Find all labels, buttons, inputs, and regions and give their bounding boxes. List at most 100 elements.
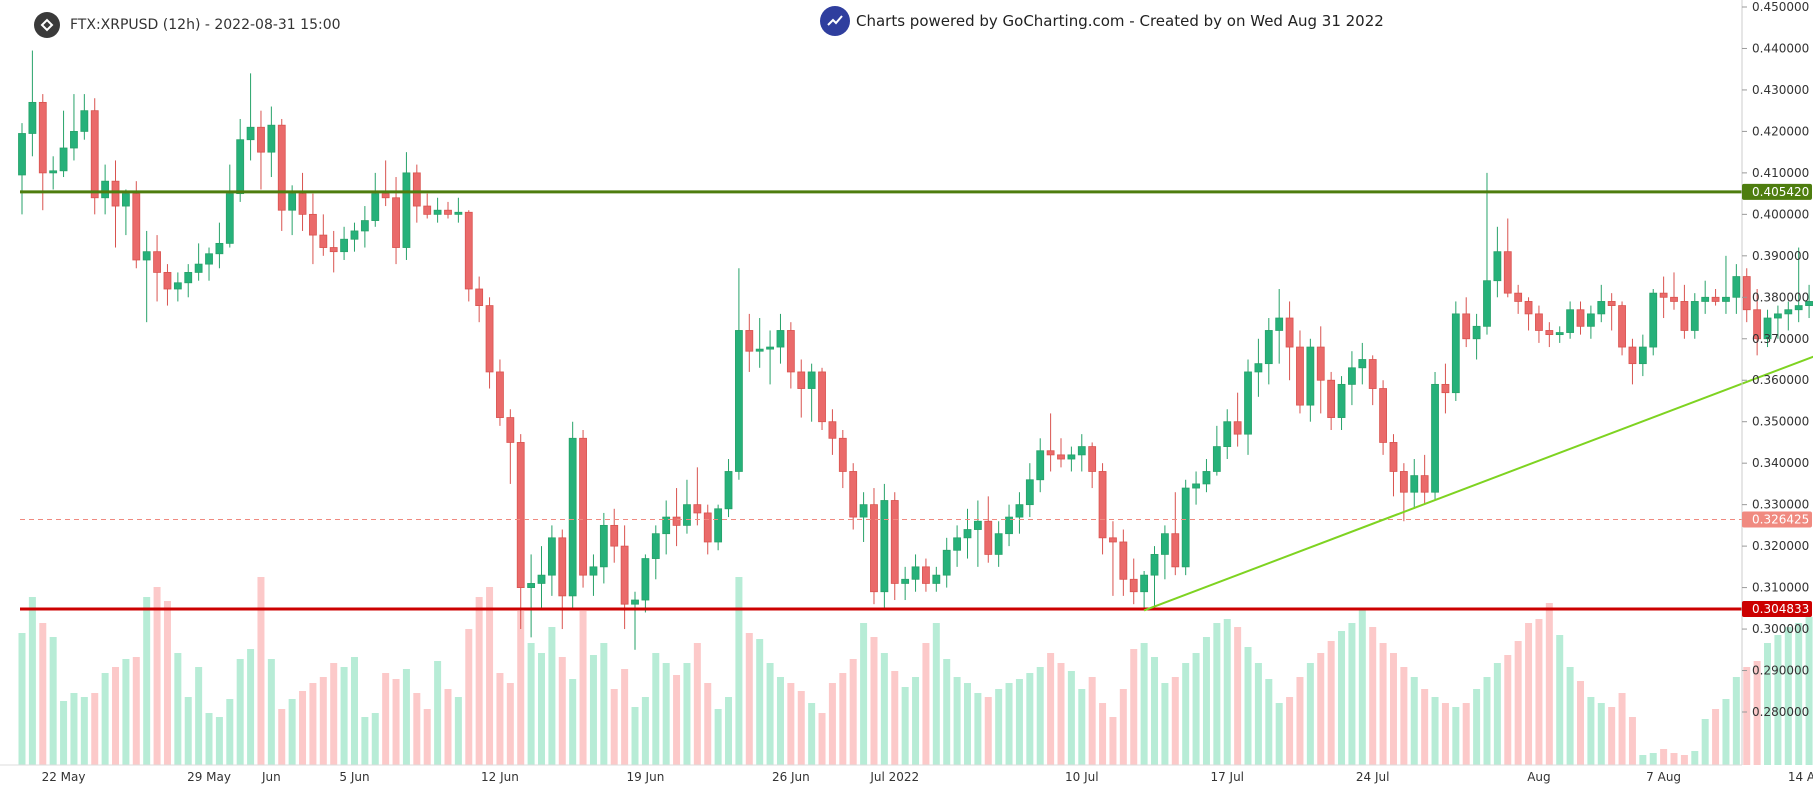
candle-body — [1659, 292, 1668, 298]
x-tick-label: Aug — [1527, 770, 1550, 784]
support-price-tag-bg — [1742, 601, 1812, 618]
volume-bar — [589, 655, 597, 765]
volume-bar — [91, 693, 99, 765]
volume-bar — [288, 699, 296, 765]
volume-bar — [1161, 683, 1169, 765]
candle-body — [1451, 313, 1460, 394]
volume-bar — [80, 697, 88, 765]
y-tick-label: 0.380000 — [1752, 290, 1809, 304]
candle-body — [1088, 446, 1097, 472]
volume-bar — [1784, 627, 1792, 765]
candle-body — [184, 272, 193, 284]
candle-body — [111, 180, 120, 207]
candle-body — [1296, 346, 1304, 406]
volume-bar — [621, 669, 629, 765]
volume-bar — [1577, 681, 1584, 765]
candle-body — [173, 282, 182, 290]
candle-body — [547, 537, 556, 576]
time-axis[interactable]: 22 May 29 May Jun 5 Jun 12 Jun 19 Jun 26 Jun Ju… — [0, 764, 1813, 790]
volume-bar — [963, 683, 971, 765]
volume-bar — [1182, 663, 1190, 765]
y-tick-label: 0.390000 — [1752, 249, 1809, 263]
volume-bar — [1608, 707, 1616, 765]
volume-bar — [1462, 703, 1470, 765]
volume-bar — [1691, 751, 1699, 765]
volume-bar — [714, 709, 722, 765]
volume-bar — [1223, 619, 1231, 765]
volume-bar — [101, 673, 109, 765]
volume-bar — [1296, 677, 1304, 765]
volume-bar — [496, 673, 504, 765]
volume-bar — [205, 713, 213, 765]
candle-body — [859, 504, 868, 518]
candle-body — [423, 205, 432, 215]
candle-body — [1732, 276, 1741, 298]
volume-bar — [319, 677, 327, 765]
volume-bar — [984, 697, 992, 765]
candle-body — [994, 533, 1003, 555]
volume-bar — [1192, 653, 1200, 765]
y-tick-label: 0.330000 — [1752, 498, 1809, 512]
price-axis[interactable]: 0.450000 0.440000 0.430000 0.420000 0.410000… — [1741, 0, 1812, 765]
volume-bar — [1099, 703, 1107, 765]
x-tick-label: 17 Jul — [1210, 770, 1244, 784]
volume-bar — [1213, 623, 1221, 765]
volume-bar — [1265, 679, 1273, 765]
volume-bar — [215, 717, 223, 765]
volume-bar — [787, 683, 795, 765]
volume-bar — [122, 659, 130, 765]
candle-body — [672, 516, 681, 526]
volume-bar — [247, 649, 255, 765]
candle-body — [1244, 371, 1252, 435]
candle-body — [412, 172, 421, 207]
volume-bar — [818, 713, 826, 765]
volume-bar — [475, 597, 483, 765]
candle-body — [745, 330, 754, 352]
candle-body — [80, 110, 89, 132]
candle-body — [1015, 504, 1024, 518]
y-tick-label: 0.310000 — [1752, 581, 1809, 595]
candle-body — [1212, 446, 1221, 472]
candle-body — [693, 504, 702, 514]
volume-bar — [662, 663, 670, 765]
candle-body — [1784, 309, 1793, 315]
volume-bar — [299, 691, 307, 765]
candle-body — [402, 172, 411, 248]
volume-bar — [1504, 655, 1512, 765]
candle-body — [901, 578, 910, 584]
candle-body — [579, 437, 587, 576]
candle-body — [1607, 301, 1616, 306]
candle-body — [288, 193, 297, 211]
y-tick-label: 0.370000 — [1752, 332, 1809, 346]
volume-bar — [839, 673, 847, 765]
candle-body — [277, 124, 286, 211]
symbol-label: FTX:XRPUSD (12h) - 2022-08-31 15:00 — [70, 17, 341, 33]
y-tick-label: 0.300000 — [1752, 622, 1809, 636]
volume-bar — [1753, 661, 1761, 765]
candle-body — [942, 549, 951, 576]
volume-bar — [340, 667, 348, 765]
volume-bar — [1119, 689, 1127, 765]
volume-bar — [382, 673, 390, 765]
candle-body — [1275, 317, 1284, 331]
candle-body — [215, 242, 224, 255]
candle-body — [922, 566, 930, 584]
candle-body — [475, 288, 484, 306]
volume-bar — [1566, 667, 1574, 765]
candle-body — [1555, 332, 1564, 336]
volume-bar — [1202, 637, 1210, 765]
candle-body — [1753, 309, 1762, 340]
volume-bar — [1670, 753, 1678, 765]
candle-body — [537, 574, 546, 584]
volume-bar — [226, 699, 234, 765]
x-tick-label: 12 Jun — [481, 770, 519, 784]
chart-header: FTX:XRPUSD (12h) - 2022-08-31 15:00 — [34, 8, 341, 42]
candle-body — [1192, 483, 1200, 489]
volume-bar — [569, 679, 577, 765]
volume-bar — [548, 627, 556, 765]
volume-bar — [1130, 649, 1138, 765]
volume-bar — [392, 679, 400, 765]
gocharting-logo-icon[interactable] — [34, 12, 60, 38]
candle-body — [807, 371, 816, 389]
